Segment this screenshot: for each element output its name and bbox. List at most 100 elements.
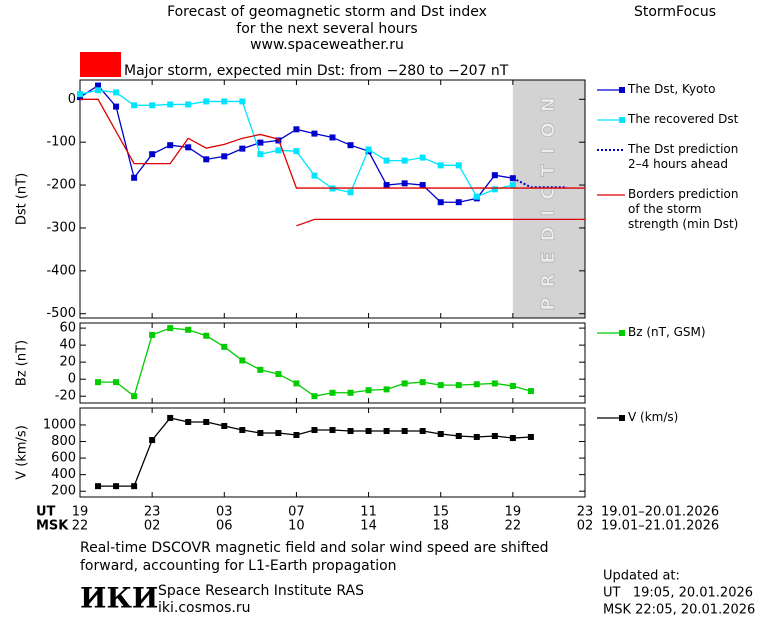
- data-point: [275, 430, 282, 437]
- data-point: [185, 326, 192, 333]
- brand: StormFocus: [634, 4, 716, 20]
- data-point: [419, 428, 426, 435]
- data-point: [473, 193, 480, 200]
- x-axis-label: UT: [36, 505, 56, 520]
- storm-level-box: [80, 52, 121, 77]
- y-tick-label: -100: [46, 135, 76, 150]
- data-point: [311, 172, 318, 179]
- data-point: [311, 130, 318, 137]
- y-tick-label: -500: [46, 306, 76, 321]
- logo: ИКИ: [80, 582, 158, 615]
- x-tick-label-msk: 06: [216, 519, 233, 534]
- data-point: [401, 180, 408, 187]
- y-tick-label: 0: [68, 92, 76, 107]
- legend-marker: [619, 330, 625, 336]
- data-point: [455, 162, 462, 169]
- date-range: 19.01–21.01.2026: [601, 519, 719, 534]
- data-point: [131, 102, 138, 109]
- data-point: [203, 156, 210, 163]
- data-point: [275, 371, 282, 378]
- data-point: [383, 386, 390, 393]
- updated-msk: MSK 22:05, 20.01.2026: [603, 603, 755, 618]
- data-point: [365, 428, 372, 435]
- data-point: [455, 199, 462, 206]
- legend-entry: Borders prediction of the storm strength…: [628, 187, 739, 231]
- data-point: [293, 148, 300, 155]
- data-point: [185, 101, 192, 108]
- y-tick-label: 200: [51, 484, 76, 499]
- x-tick-label-ut: 23: [577, 505, 594, 520]
- y-axis-label: Dst (nT): [15, 173, 30, 225]
- y-axis-label: V (km/s): [15, 425, 30, 480]
- x-tick-label-ut: 03: [216, 505, 233, 520]
- data-point: [131, 393, 138, 400]
- data-point: [113, 483, 120, 490]
- data-point: [293, 431, 300, 438]
- data-point: [419, 379, 426, 386]
- data-point: [185, 418, 192, 425]
- data-point: [437, 382, 444, 389]
- data-point: [239, 427, 246, 434]
- data-point: [509, 182, 516, 189]
- data-point: [473, 381, 480, 388]
- data-point: [491, 432, 498, 439]
- data-point: [293, 126, 300, 133]
- data-point: [491, 172, 498, 179]
- data-point: [257, 151, 264, 158]
- data-point: [149, 437, 156, 444]
- y-tick-label: 60: [59, 321, 76, 336]
- data-point: [131, 174, 138, 181]
- x-tick-label-ut: 11: [360, 505, 377, 520]
- data-point: [275, 147, 282, 154]
- data-point: [347, 142, 354, 149]
- y-tick-label: 800: [51, 434, 76, 449]
- data-point: [329, 389, 336, 396]
- x-tick-label-msk: 22: [72, 519, 89, 534]
- site: iki.cosmos.ru: [158, 600, 250, 616]
- series-line: [98, 327, 532, 398]
- data-point: [491, 380, 498, 387]
- data-point: [95, 379, 102, 386]
- updated-ut: UT 19:05, 20.01.2026: [603, 586, 753, 601]
- data-point: [239, 357, 246, 364]
- data-point: [149, 151, 156, 158]
- data-point: [455, 382, 462, 389]
- data-point: [203, 98, 210, 105]
- data-point: [239, 98, 246, 105]
- plot-frame: [79, 79, 586, 319]
- x-tick-label-msk: 10: [288, 519, 305, 534]
- data-point: [383, 428, 390, 435]
- data-point: [419, 154, 426, 161]
- y-tick-label: -200: [46, 178, 76, 193]
- data-point: [95, 87, 102, 94]
- x-tick-label-msk: 22: [505, 519, 522, 534]
- x-tick-label-ut: 19: [72, 505, 89, 520]
- y-tick-label: -300: [46, 220, 76, 235]
- date-range: 19.01–20.01.2026: [601, 505, 719, 520]
- y-tick-label: 400: [51, 467, 76, 482]
- data-point: [383, 157, 390, 164]
- y-tick-label: 600: [51, 451, 76, 466]
- data-point: [401, 380, 408, 387]
- data-point: [509, 435, 516, 442]
- data-point: [239, 145, 246, 152]
- data-point: [527, 388, 534, 395]
- chart-title: Forecast of geomagnetic storm and Dst in…: [167, 4, 487, 20]
- data-point: [167, 142, 174, 149]
- data-point: [491, 186, 498, 193]
- legend-entry: V (km/s): [628, 410, 679, 424]
- data-point: [401, 157, 408, 164]
- legend-marker: [619, 117, 625, 123]
- x-axis-label: MSK: [36, 519, 69, 534]
- plot-frame: [79, 322, 586, 404]
- x-tick-label-ut: 23: [144, 505, 161, 520]
- data-point: [257, 430, 264, 437]
- data-point: [509, 382, 516, 389]
- storm-note: Major storm, expected min Dst: from −280…: [124, 63, 509, 79]
- data-point: [113, 103, 120, 110]
- data-point: [221, 343, 228, 350]
- data-point: [347, 389, 354, 396]
- data-point: [221, 153, 228, 160]
- legend-entry: The Dst, Kyoto: [628, 82, 716, 96]
- data-point: [167, 325, 174, 332]
